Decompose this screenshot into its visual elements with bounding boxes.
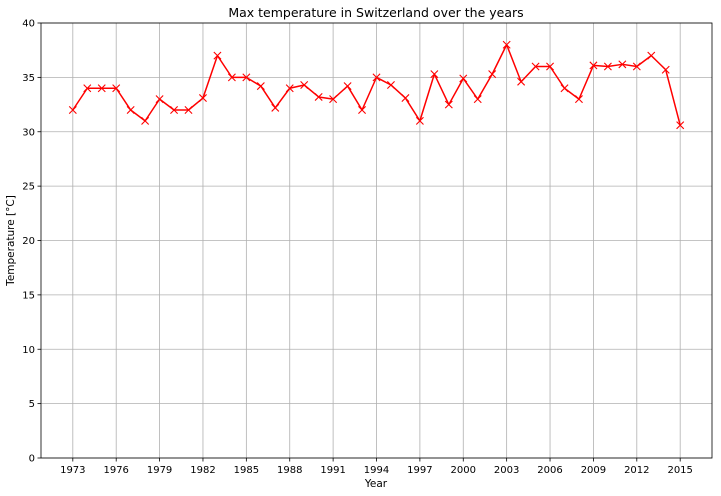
data-point-marker: [488, 70, 497, 79]
data-point-marker: [560, 84, 569, 93]
data-point-marker: [300, 80, 309, 89]
y-tick-label: 10: [22, 345, 35, 356]
x-tick-label: 2003: [494, 465, 519, 476]
data-point-marker: [256, 82, 265, 91]
data-point-marker: [401, 94, 410, 103]
data-point-marker: [589, 61, 598, 70]
y-tick-label: 20: [22, 236, 35, 247]
data-point-marker: [343, 82, 352, 91]
data-point-marker: [661, 65, 670, 74]
y-tick-label: 30: [22, 127, 35, 138]
x-axis-ticks: 1973 1976 1979 1982 1985 1988 1991 1994 1997 2000…: [60, 458, 693, 476]
plot-area-frame: [40, 22, 713, 459]
data-point-marker: [358, 106, 367, 114]
data-point-marker: [242, 73, 251, 82]
data-point-marker: [459, 74, 468, 83]
data-point-marker: [603, 62, 612, 71]
grid: [41, 22, 712, 459]
x-tick-label: 2012: [624, 465, 649, 476]
data-point-marker: [155, 95, 164, 104]
data-point-marker: [112, 84, 121, 93]
data-point-marker: [213, 51, 222, 60]
x-tick-label: 1997: [407, 465, 432, 476]
y-tick-label: 15: [22, 290, 35, 301]
y-axis-label: Temperature [°C]: [5, 195, 17, 287]
data-point-marker: [285, 84, 294, 93]
x-tick-label: 1985: [234, 465, 259, 476]
data-point-marker: [473, 95, 482, 104]
y-tick-label: 5: [29, 399, 35, 410]
data-point-marker: [68, 106, 77, 114]
data-point-marker: [329, 95, 338, 104]
x-tick-label: 1973: [60, 465, 85, 476]
x-tick-label: 2000: [451, 465, 476, 476]
data-point-marker: [271, 103, 280, 112]
data-point-marker: [618, 60, 627, 69]
data-point-marker: [444, 100, 453, 109]
data-point-marker: [372, 73, 381, 82]
data-point-marker: [531, 62, 540, 71]
data-point-marker: [227, 73, 236, 82]
data-point-marker: [632, 62, 641, 71]
data-point-marker: [574, 95, 583, 104]
data-point-marker: [97, 84, 106, 93]
data-point-marker: [676, 121, 685, 130]
data-point-marker: [415, 116, 424, 125]
x-axis-label: Year: [364, 478, 388, 490]
x-tick-label: 1976: [103, 465, 128, 476]
series-layer: [68, 40, 685, 130]
chart-title: Max temperature in Switzerland over the …: [228, 5, 523, 20]
data-point-marker: [647, 51, 656, 60]
x-tick-label: 2015: [667, 465, 692, 476]
x-tick-label: 1991: [320, 465, 345, 476]
data-point-marker: [126, 106, 135, 114]
x-tick-label: 1979: [147, 465, 172, 476]
data-point-marker: [141, 116, 150, 125]
data-point-marker: [386, 80, 395, 89]
x-tick-label: 1994: [364, 465, 389, 476]
x-tick-label: 2006: [537, 465, 562, 476]
data-point-marker: [170, 106, 179, 114]
y-tick-label: 40: [22, 19, 35, 30]
x-tick-label: 1982: [190, 465, 215, 476]
data-point-marker: [314, 92, 323, 101]
x-tick-label: 2009: [581, 465, 606, 476]
data-point-marker: [430, 70, 439, 79]
data-point-marker: [517, 77, 526, 86]
data-point-marker: [184, 106, 193, 114]
x-tick-label: 1988: [277, 465, 302, 476]
y-tick-label: 25: [22, 182, 35, 193]
data-point-marker: [198, 94, 207, 103]
y-tick-label: 0: [29, 454, 35, 465]
data-point-marker: [546, 62, 555, 71]
data-point-marker: [83, 84, 92, 93]
y-tick-label: 35: [22, 73, 35, 84]
data-point-marker: [502, 40, 511, 49]
y-axis-ticks: 0 5 10 15 20 25 30 35 40: [22, 19, 41, 465]
